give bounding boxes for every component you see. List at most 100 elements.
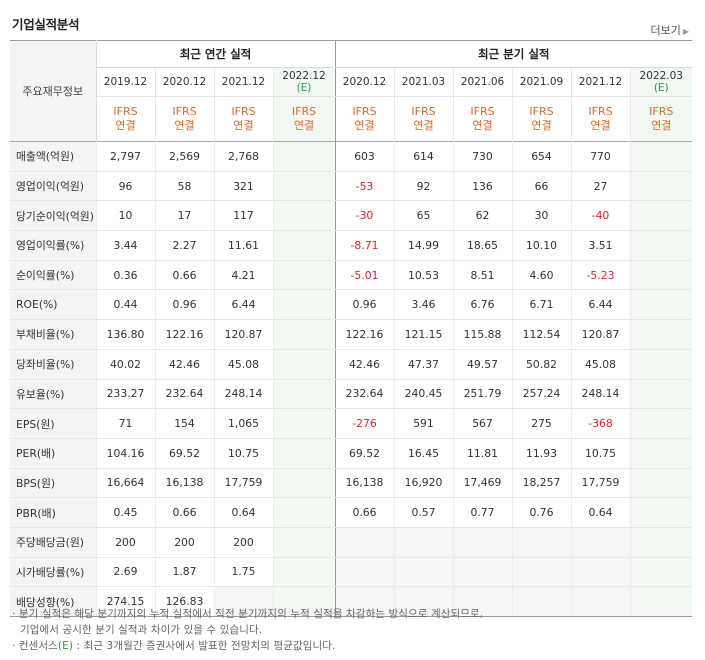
value-cell: 240.45 — [393, 379, 453, 410]
value-cell: 275 — [511, 408, 571, 439]
more-link[interactable]: 더보기 ▶ — [650, 22, 689, 38]
value-cell: 45.08 — [570, 349, 630, 380]
value-cell: 248.14 — [213, 379, 273, 410]
value-cell: 96 — [95, 171, 155, 202]
value-cell: 58 — [154, 171, 214, 202]
row-label: BPS(원) — [10, 468, 96, 499]
value-cell: 17 — [154, 200, 214, 232]
value-cell: 47.37 — [393, 349, 453, 380]
value-cell: -40 — [570, 200, 630, 232]
value-cell — [511, 526, 571, 558]
value-cell — [272, 260, 335, 291]
value-cell: 69.52 — [154, 438, 214, 469]
value-cell: 45.08 — [213, 349, 273, 380]
row-label: PBR(배) — [10, 497, 96, 528]
chevron-right-icon: ▶ — [682, 27, 689, 36]
value-cell — [629, 379, 692, 410]
value-cell: 321 — [213, 171, 273, 202]
period-header: 2022.03 (E) — [629, 67, 692, 97]
table-row: 유보율(%) 233.27 232.64 248.14 232.64 240.45 251.… — [10, 379, 692, 410]
value-cell — [629, 319, 692, 350]
value-cell: 10 — [95, 200, 155, 232]
type-line-1: IFRS — [172, 105, 197, 118]
value-cell: -53 — [334, 171, 394, 202]
value-cell: 121.15 — [393, 319, 453, 350]
value-cell: 18,257 — [511, 468, 571, 499]
financial-table: 주요재무정보 최근 연간 실적 최근 분기 실적 2019.12 2020.12 2… — [10, 40, 692, 617]
note-estimate-mark: (E) — [57, 640, 74, 652]
value-cell: -5.01 — [334, 260, 394, 291]
type-line-2: 연결 — [233, 119, 254, 132]
row-label: 매출액(억원) — [10, 141, 96, 172]
table-row: ROE(%) 0.44 0.96 6.44 0.96 3.46 6.76 6.71 6.44 — [10, 289, 692, 321]
value-cell: 120.87 — [213, 319, 273, 350]
value-cell: 1,065 — [213, 408, 273, 439]
value-cell — [629, 289, 692, 321]
note-line-3: · 컨센서스(E) : 최근 3개월간 증권사에서 발표한 전망치의 평균값입니… — [12, 638, 483, 654]
value-cell: 8.51 — [452, 260, 512, 291]
value-cell: 117 — [213, 200, 273, 232]
table-row: 영업이익(억원) 96 58 321 -53 92 136 66 27 — [10, 171, 692, 202]
table-row: 당좌비율(%) 40.02 42.46 45.08 42.46 47.37 49.57 50.… — [10, 349, 692, 380]
type-line-1: IFRS — [352, 105, 377, 118]
row-label: 배당성향(%) — [10, 586, 96, 617]
value-cell — [629, 586, 692, 617]
table-row: 시가배당률(%) 2.69 1.87 1.75 — [10, 557, 692, 588]
value-cell — [272, 200, 335, 232]
value-cell: 16,138 — [154, 468, 214, 499]
accounting-type: IFRS 연결 — [154, 96, 214, 142]
value-cell: 251.79 — [452, 379, 512, 410]
table-row: 당기순이익(억원) 10 17 117 -30 65 62 30 -40 — [10, 200, 692, 232]
value-cell — [570, 557, 630, 588]
period-header: 2020.12 — [334, 67, 394, 97]
table-body: 매출액(억원) 2,797 2,569 2,768 603 614 730 654 770 영업이… — [10, 141, 692, 617]
value-cell: 614 — [393, 141, 453, 172]
value-cell — [272, 468, 335, 499]
value-cell — [272, 349, 335, 380]
value-cell — [272, 438, 335, 469]
value-cell — [334, 586, 394, 617]
value-cell: 120.87 — [570, 319, 630, 350]
estimate-mark: (E) — [296, 82, 312, 94]
table-row: 부채비율(%) 136.80 122.16 120.87 122.16 121.15 115… — [10, 319, 692, 350]
value-cell: 27 — [570, 171, 630, 202]
more-label[interactable]: 더보기 — [650, 24, 681, 37]
table-row: BPS(원) 16,664 16,138 17,759 16,138 16,920 17,4… — [10, 468, 692, 499]
value-cell: -5.23 — [570, 260, 630, 291]
type-line-1: IFRS — [470, 105, 495, 118]
value-cell: 104.16 — [95, 438, 155, 469]
period-header: 2019.12 — [95, 67, 155, 97]
accounting-type: IFRS 연결 — [95, 96, 155, 142]
value-cell: 233.27 — [95, 379, 155, 410]
value-cell: 654 — [511, 141, 571, 172]
type-line-1: IFRS — [113, 105, 138, 118]
type-line-2: 연결 — [413, 119, 434, 132]
value-cell — [272, 526, 335, 558]
row-label: 당좌비율(%) — [10, 349, 96, 380]
value-cell — [629, 200, 692, 232]
value-cell: 11.61 — [213, 230, 273, 261]
row-label: 순이익률(%) — [10, 260, 96, 291]
value-cell: 0.44 — [95, 289, 155, 321]
value-cell — [272, 230, 335, 261]
value-cell: 65 — [393, 200, 453, 232]
value-cell: 10.53 — [393, 260, 453, 291]
value-cell — [570, 526, 630, 558]
value-cell — [272, 586, 335, 617]
value-cell: 112.54 — [511, 319, 571, 350]
value-cell — [629, 171, 692, 202]
table-row: 영업이익률(%) 3.44 2.27 11.61 -8.71 14.99 18.65 10.1… — [10, 230, 692, 261]
period-label: 2021.06 — [460, 76, 505, 88]
value-cell: 248.14 — [570, 379, 630, 410]
value-cell: 1.87 — [154, 557, 214, 588]
value-cell: 730 — [452, 141, 512, 172]
value-cell: 122.16 — [334, 319, 394, 350]
value-cell: 49.57 — [452, 349, 512, 380]
period-label: 2021.03 — [401, 76, 446, 88]
value-cell: 2,768 — [213, 141, 273, 172]
row-label: EPS(원) — [10, 408, 96, 439]
row-label: 시가배당률(%) — [10, 557, 96, 588]
row-label: 유보율(%) — [10, 379, 96, 410]
quarter-header: 최근 분기 실적 — [334, 40, 692, 68]
accounting-type: IFRS 연결 — [272, 96, 335, 142]
